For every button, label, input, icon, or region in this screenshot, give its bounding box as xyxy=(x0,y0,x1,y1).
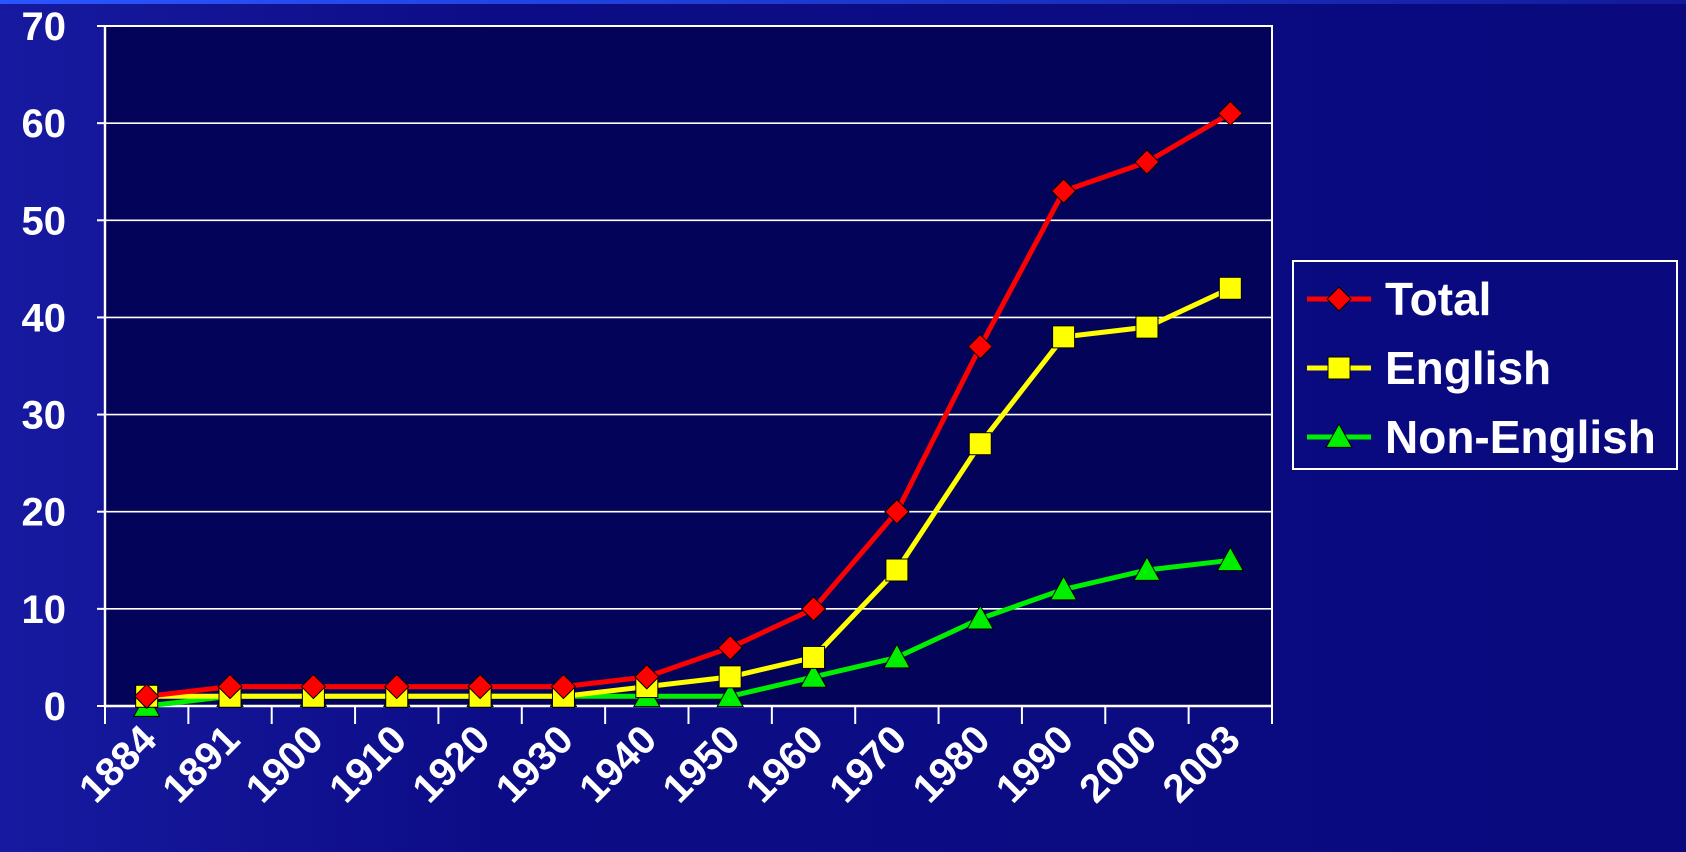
data-point-english xyxy=(968,432,992,456)
data-point-total xyxy=(1134,149,1160,175)
series-line-total xyxy=(146,111,1232,699)
data-point-total xyxy=(550,673,577,700)
legend-marker-non-english xyxy=(1325,422,1353,448)
x-tick-label: 1920 xyxy=(404,717,498,811)
data-point-non-english xyxy=(1133,555,1161,581)
data-point-total xyxy=(967,333,993,360)
legend-marker-english xyxy=(1327,356,1351,380)
x-tick-label: 1970 xyxy=(821,717,915,811)
y-tick-label: 0 xyxy=(44,685,66,729)
legend-box xyxy=(1292,260,1678,470)
series-markers xyxy=(132,100,1245,717)
x-tick-label: 2000 xyxy=(1071,717,1165,811)
series-lines xyxy=(146,111,1232,709)
data-point-english xyxy=(1218,276,1242,300)
x-tick-label: 1930 xyxy=(488,717,582,811)
plot-area xyxy=(104,25,1273,707)
data-point-english xyxy=(885,558,909,582)
x-axis-tick-labels: 1884189119001910192019301940195019601970… xyxy=(71,717,1249,812)
y-tick-label: 30 xyxy=(22,394,67,438)
data-point-non-english xyxy=(883,643,911,669)
data-point-total xyxy=(133,683,160,709)
x-tick-label: 1960 xyxy=(738,717,832,811)
slide-top-rule xyxy=(0,0,1686,4)
grid-lines xyxy=(97,25,1272,707)
x-tick-label: 1884 xyxy=(71,717,166,812)
data-point-english xyxy=(1052,325,1076,349)
y-tick-label: 50 xyxy=(22,199,67,243)
x-tick-label: 1990 xyxy=(988,717,1082,811)
data-point-total xyxy=(884,499,910,525)
series-line-english xyxy=(146,286,1232,699)
data-point-non-english xyxy=(966,604,995,630)
x-tick-label: 1900 xyxy=(238,717,332,811)
x-tick-label: 1891 xyxy=(154,717,248,811)
x-tick-label: 1950 xyxy=(655,717,749,811)
data-point-english xyxy=(802,645,826,669)
data-point-non-english xyxy=(1216,546,1245,572)
y-axis-tick-labels: 0 10 20 30 40 50 60 70 xyxy=(22,5,67,729)
data-point-total xyxy=(1217,100,1244,127)
axes xyxy=(103,26,1273,724)
data-point-total xyxy=(300,673,327,700)
legend-label-total: Total xyxy=(1385,273,1491,325)
data-point-english xyxy=(718,665,742,689)
legend-label-english: English xyxy=(1385,342,1551,394)
data-point-total xyxy=(217,673,243,700)
data-point-total xyxy=(384,673,410,700)
data-point-total xyxy=(800,596,827,622)
x-tick-label: 2003 xyxy=(1155,717,1249,811)
data-point-non-english xyxy=(1049,575,1078,601)
data-point-total xyxy=(467,673,493,700)
legend-marker-total xyxy=(1326,286,1352,312)
data-point-total xyxy=(1050,178,1077,204)
y-tick-label: 10 xyxy=(22,588,67,632)
data-point-english xyxy=(1135,315,1159,339)
legend: Total English Non-English xyxy=(1292,260,1678,470)
y-tick-label: 70 xyxy=(22,5,67,49)
y-tick-label: 60 xyxy=(22,102,67,146)
data-point-total xyxy=(717,635,743,661)
x-tick-label: 1910 xyxy=(321,717,415,811)
x-tick-label: 1940 xyxy=(571,717,665,811)
legend-label-non-english: Non-English xyxy=(1385,411,1656,463)
x-tick-label: 1980 xyxy=(905,717,999,811)
y-tick-label: 40 xyxy=(22,296,67,340)
y-tick-label: 20 xyxy=(22,491,67,535)
data-point-non-english xyxy=(799,662,828,688)
data-point-non-english xyxy=(716,682,745,708)
data-point-total xyxy=(634,664,660,690)
